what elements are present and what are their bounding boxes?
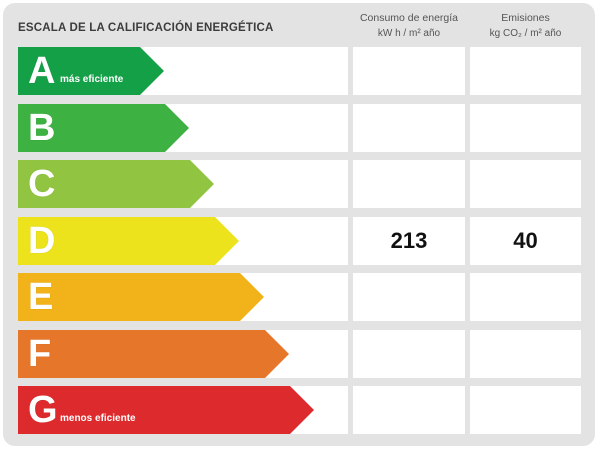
rating-row-b: B bbox=[0, 104, 600, 152]
rating-arrow-d: D bbox=[18, 217, 239, 265]
rating-letter: E bbox=[28, 276, 54, 318]
consumo-header-unit: kW h / m² año bbox=[377, 28, 441, 39]
rating-tag: menos eficiente bbox=[60, 413, 136, 424]
rating-letter: G bbox=[28, 389, 58, 431]
rating-arrow-shape bbox=[18, 386, 314, 434]
consumo-header-label: Consumo de energía bbox=[359, 12, 459, 24]
rating-arrow-shape bbox=[18, 47, 164, 95]
rating-arrow-shape bbox=[18, 217, 239, 265]
consumo-cell bbox=[353, 330, 465, 378]
emisiones-cell bbox=[470, 273, 581, 321]
rating-letter: A bbox=[28, 50, 56, 92]
rating-row-f: F bbox=[0, 330, 600, 378]
emisiones-header-label: Emisiones bbox=[501, 12, 550, 24]
consumo-header: Consumo de energía kW h / m² año bbox=[353, 10, 465, 42]
rating-row-d: D 213 40 bbox=[0, 217, 600, 265]
rating-arrow-b: B bbox=[18, 104, 189, 152]
consumo-cell bbox=[353, 47, 465, 95]
rating-arrow-f: F bbox=[18, 330, 289, 378]
scale-title: ESCALA DE LA CALIFICACIÓN ENERGÉTICA bbox=[18, 22, 274, 34]
rating-arrow-e: E bbox=[18, 273, 264, 321]
consumo-cell: 213 bbox=[353, 217, 465, 265]
rating-letter: C bbox=[28, 163, 56, 205]
emisiones-cell bbox=[470, 160, 581, 208]
rating-row-e: E bbox=[0, 273, 600, 321]
emisiones-cell bbox=[470, 104, 581, 152]
rating-arrow-shape bbox=[18, 273, 264, 321]
emisiones-cell bbox=[470, 47, 581, 95]
rating-tag: más eficiente bbox=[60, 74, 124, 85]
emisiones-cell bbox=[470, 386, 581, 434]
rating-arrow-shape bbox=[18, 160, 214, 208]
emisiones-cell bbox=[470, 330, 581, 378]
consumo-cell bbox=[353, 104, 465, 152]
rating-letter: B bbox=[28, 107, 56, 149]
consumo-cell bbox=[353, 160, 465, 208]
consumo-cell bbox=[353, 386, 465, 434]
emisiones-header-unit: kg CO₂ / m² año bbox=[489, 28, 562, 39]
rating-letter: D bbox=[28, 220, 56, 262]
rating-letter: F bbox=[28, 333, 52, 375]
rating-row-c: C bbox=[0, 160, 600, 208]
rating-arrow-c: C bbox=[18, 160, 214, 208]
rating-arrow-shape bbox=[18, 104, 189, 152]
emisiones-value: 40 bbox=[513, 228, 538, 253]
consumo-cell bbox=[353, 273, 465, 321]
emisiones-header: Emisiones kg CO₂ / m² año bbox=[470, 10, 581, 42]
consumo-value: 213 bbox=[390, 228, 428, 253]
rating-arrow-shape bbox=[18, 330, 289, 378]
emisiones-cell: 40 bbox=[470, 217, 581, 265]
